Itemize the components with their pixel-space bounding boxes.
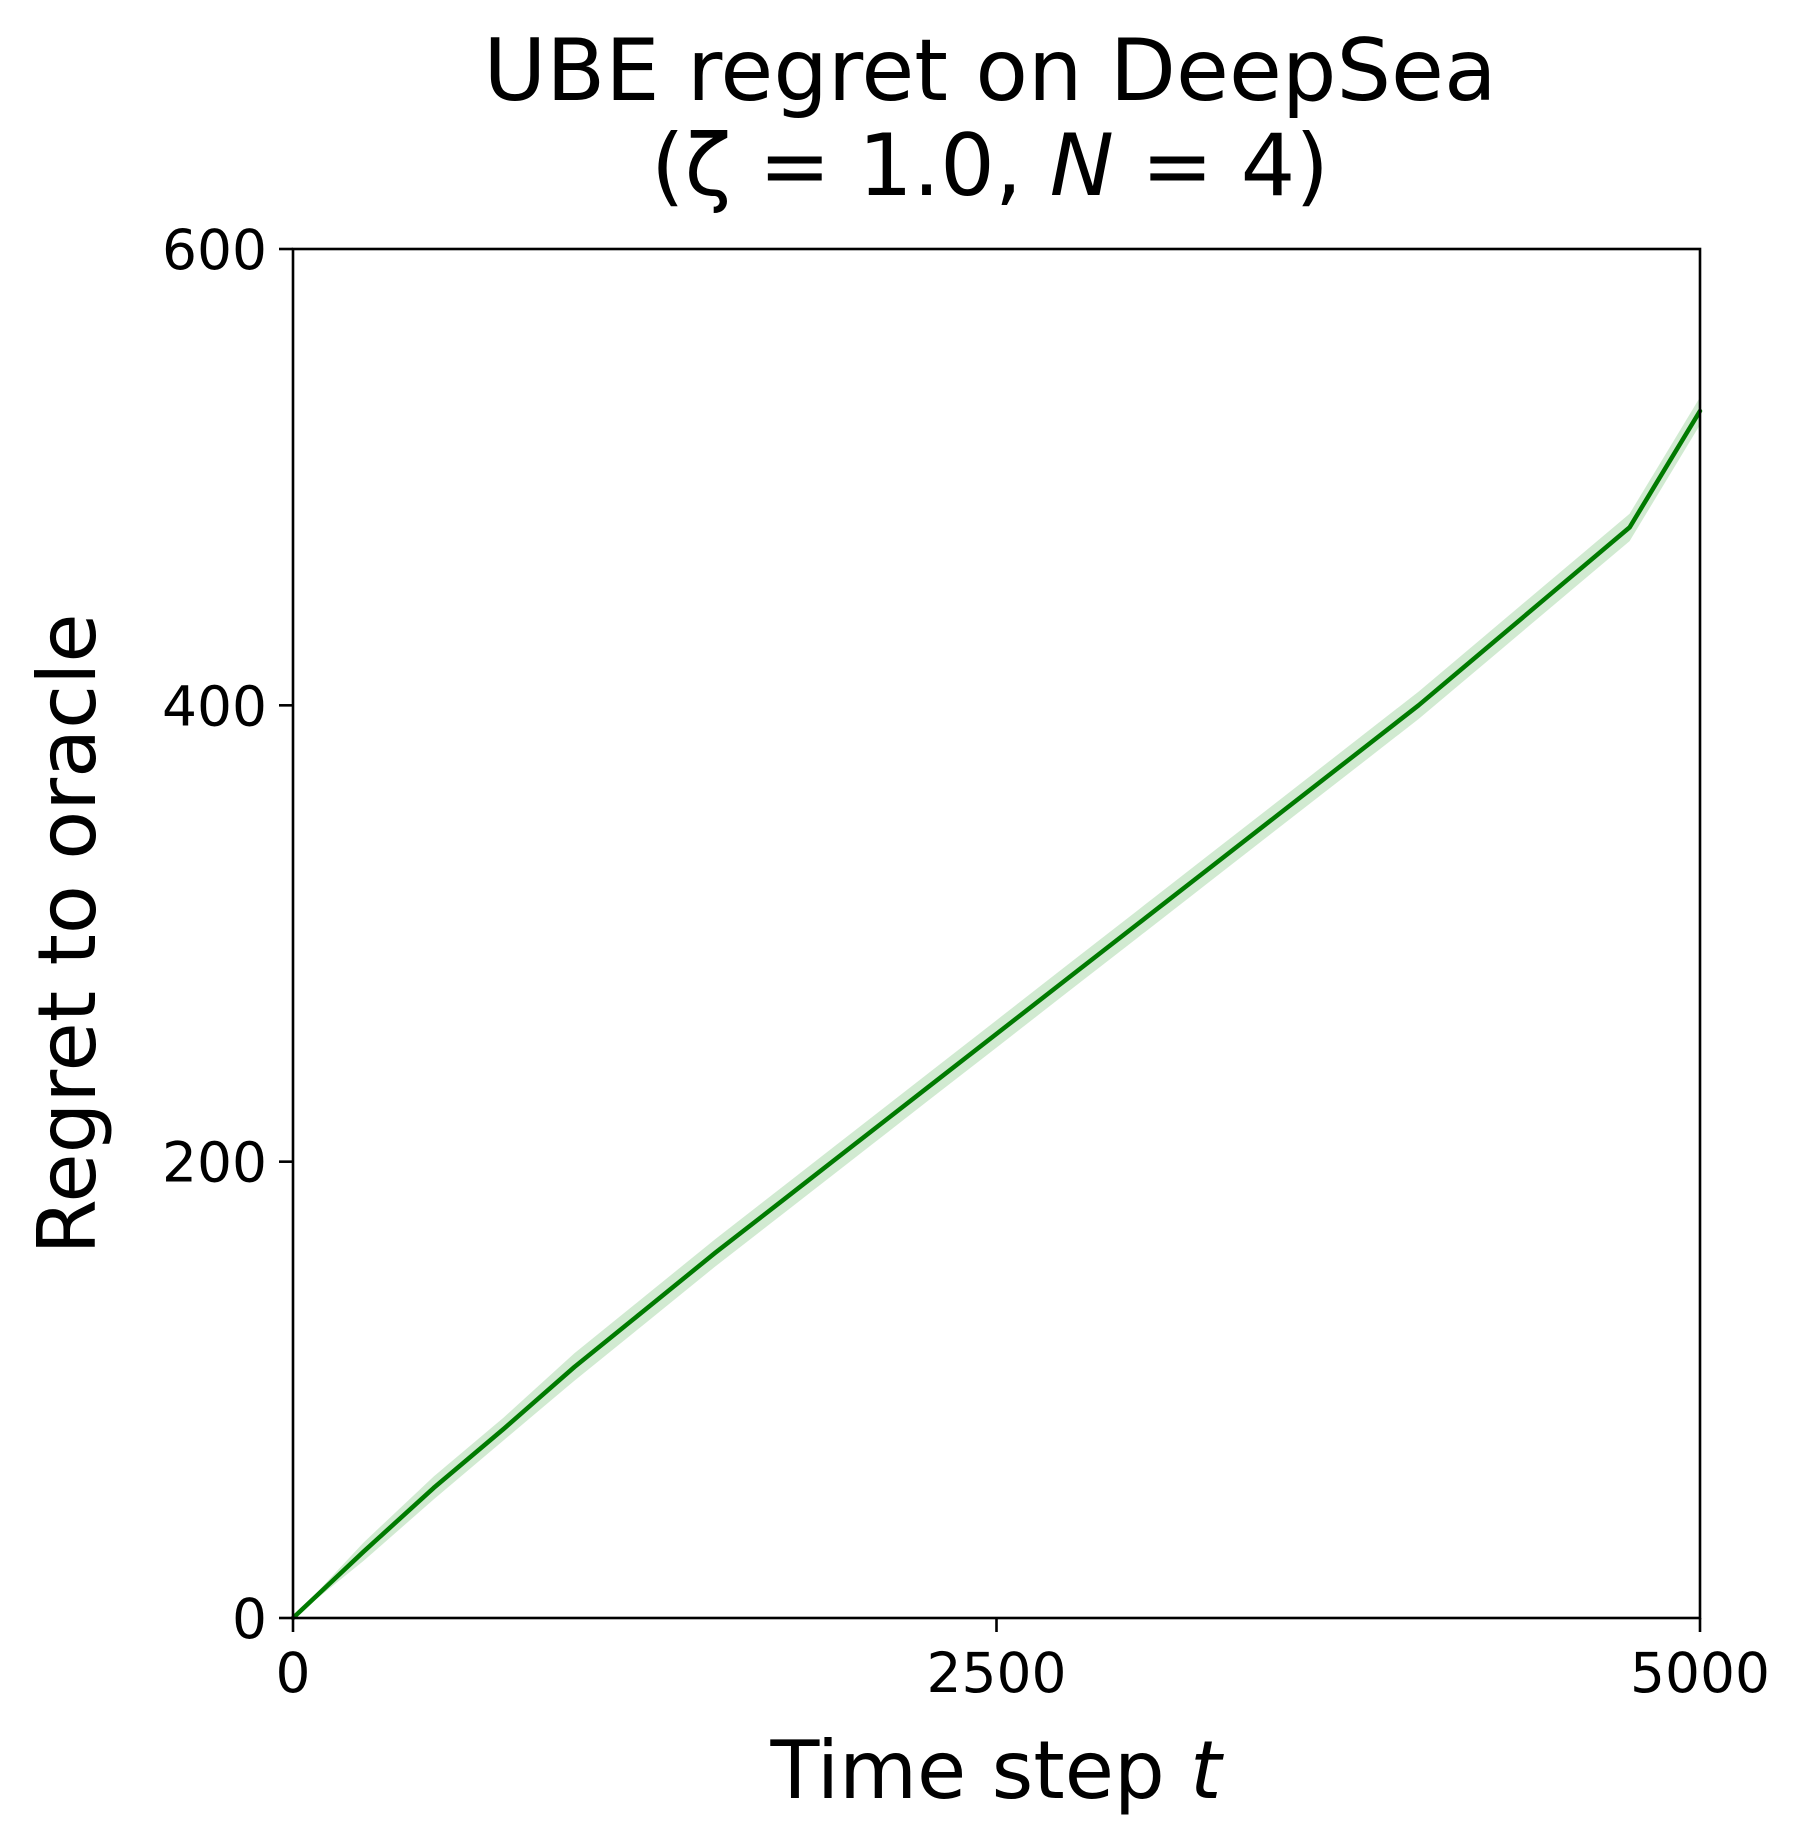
x-tick-label: 2500 bbox=[927, 1641, 1067, 1705]
y-axis-label: Regret to oracle bbox=[21, 613, 114, 1254]
plot-frame bbox=[291, 247, 1702, 1620]
plot-area bbox=[290, 397, 1703, 1621]
chart-subtitle: (ζ = 1.0, N = 4) bbox=[651, 116, 1329, 216]
x-axis-label: Time step t bbox=[769, 1724, 1224, 1817]
regret-line bbox=[290, 408, 1703, 1621]
axis-ticks: 0 2500 5000 0 200 400 600 bbox=[162, 218, 1770, 1705]
confidence-band bbox=[293, 397, 1700, 1618]
y-tick-label: 200 bbox=[162, 1131, 267, 1195]
y-tick-label: 600 bbox=[162, 218, 267, 282]
chart-title: UBE regret on DeepSea bbox=[483, 21, 1496, 121]
x-tick-label: 0 bbox=[276, 1641, 311, 1705]
x-tick-label: 5000 bbox=[1630, 1641, 1770, 1705]
y-tick-label: 400 bbox=[162, 674, 267, 738]
y-tick-label: 0 bbox=[232, 1587, 267, 1651]
